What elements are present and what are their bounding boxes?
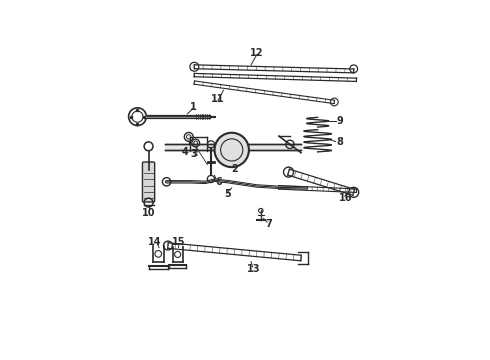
Text: 14: 14 xyxy=(148,237,162,247)
Text: 11: 11 xyxy=(211,94,224,104)
Text: 13: 13 xyxy=(247,264,261,274)
Text: 6: 6 xyxy=(216,177,222,187)
FancyBboxPatch shape xyxy=(143,162,155,202)
Text: 3: 3 xyxy=(190,149,197,159)
Text: 4: 4 xyxy=(182,147,189,157)
Text: 5: 5 xyxy=(224,189,231,199)
Text: 1: 1 xyxy=(190,102,196,112)
Text: 9: 9 xyxy=(337,116,343,126)
Text: 15: 15 xyxy=(172,237,186,247)
Text: 2: 2 xyxy=(231,164,238,174)
Circle shape xyxy=(215,133,249,167)
Text: 8: 8 xyxy=(337,136,343,147)
Text: 16: 16 xyxy=(339,193,352,203)
Text: 12: 12 xyxy=(250,48,264,58)
Text: 10: 10 xyxy=(142,208,155,218)
Text: 7: 7 xyxy=(266,219,272,229)
